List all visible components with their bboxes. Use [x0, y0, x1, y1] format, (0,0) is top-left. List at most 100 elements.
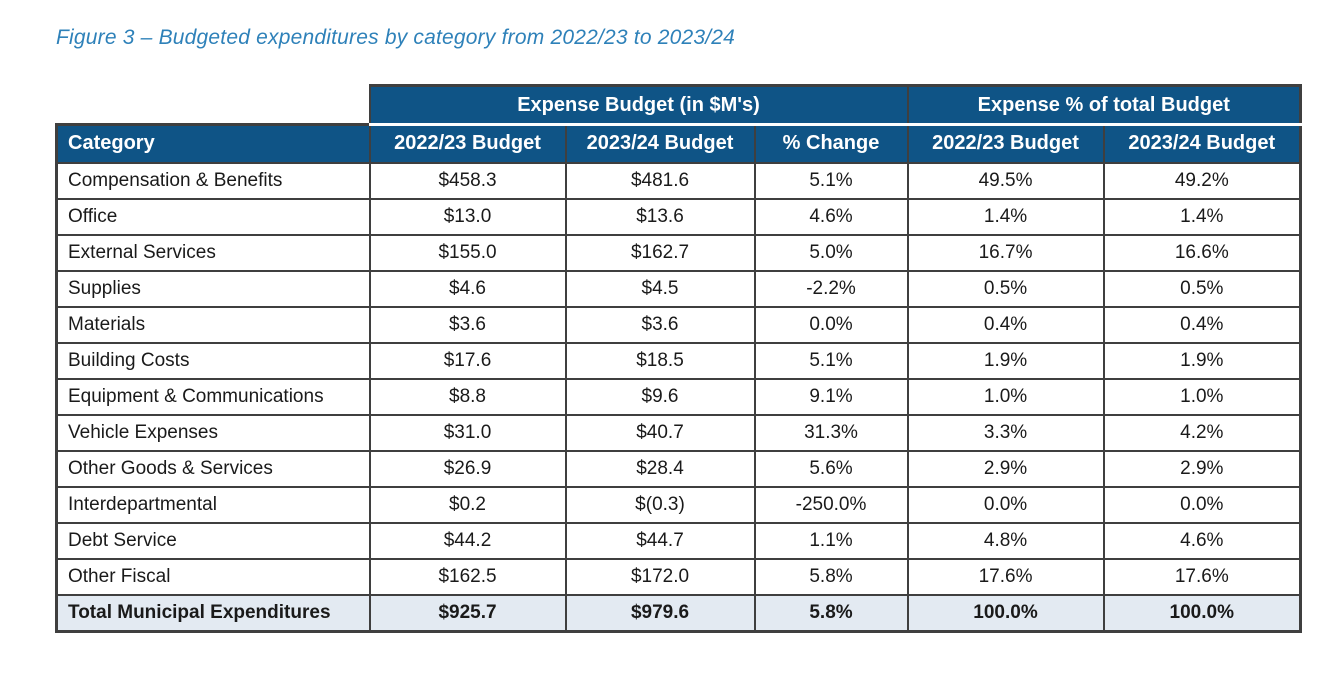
budget-2023-24-cell: $172.0: [564, 557, 756, 596]
pct-total-2023-24-cell: 4.6%: [1102, 521, 1303, 560]
pct-total-2022-23-cell: 3.3%: [906, 413, 1105, 452]
budget-2022-23-cell: $0.2: [368, 485, 567, 524]
pct-total-2022-23-cell: 0.0%: [906, 485, 1105, 524]
pct-total-2022-23-cell: 1.9%: [906, 341, 1105, 380]
pct-total-2022-23-cell: 49.5%: [906, 161, 1105, 200]
column-header-pct-total-2022-23: 2022/23 Budget: [906, 123, 1105, 164]
category-cell: Materials: [55, 305, 371, 344]
group-header-expense-budget: Expense Budget (in $M's): [368, 84, 909, 126]
pct-total-2023-24-cell: 0.5%: [1102, 269, 1303, 308]
category-cell: Building Costs: [55, 341, 371, 380]
budget-2022-23-cell: $44.2: [368, 521, 567, 560]
column-header-pct-total-2023-24: 2023/24 Budget: [1102, 123, 1303, 164]
pct-change-cell: 0.0%: [753, 305, 909, 344]
pct-change-cell: 4.6%: [753, 197, 909, 236]
pct-change-cell: 5.0%: [753, 233, 909, 272]
pct-total-2023-24-cell: 0.4%: [1102, 305, 1303, 344]
column-header-row: Category 2022/23 Budget 2023/24 Budget %…: [55, 123, 1303, 164]
category-cell: Compensation & Benefits: [55, 161, 371, 200]
budget-2022-23-cell: $155.0: [368, 233, 567, 272]
budget-2022-23-cell: $26.9: [368, 449, 567, 488]
total-pct-total-2023-24-cell: 100.0%: [1102, 593, 1303, 633]
column-header-budget-2023-24: 2023/24 Budget: [564, 123, 756, 164]
table-row: Compensation & Benefits $458.3 $481.6 5.…: [55, 161, 1303, 200]
category-cell: Other Fiscal: [55, 557, 371, 596]
table-row: Debt Service $44.2 $44.7 1.1% 4.8% 4.6%: [55, 521, 1303, 560]
budget-2023-24-cell: $(0.3): [564, 485, 756, 524]
budget-2023-24-cell: $18.5: [564, 341, 756, 380]
category-cell: External Services: [55, 233, 371, 272]
table-row: Other Fiscal $162.5 $172.0 5.8% 17.6% 17…: [55, 557, 1303, 596]
pct-total-2023-24-cell: 17.6%: [1102, 557, 1303, 596]
column-header-category: Category: [55, 123, 371, 164]
table-row: Materials $3.6 $3.6 0.0% 0.4% 0.4%: [55, 305, 1303, 344]
pct-change-cell: -250.0%: [753, 485, 909, 524]
total-row: Total Municipal Expenditures $925.7 $979…: [55, 593, 1303, 633]
table-row: Supplies $4.6 $4.5 -2.2% 0.5% 0.5%: [55, 269, 1303, 308]
budget-2022-23-cell: $8.8: [368, 377, 567, 416]
pct-total-2022-23-cell: 0.4%: [906, 305, 1105, 344]
category-cell: Supplies: [55, 269, 371, 308]
pct-total-2023-24-cell: 1.9%: [1102, 341, 1303, 380]
pct-total-2022-23-cell: 17.6%: [906, 557, 1105, 596]
category-cell: Equipment & Communications: [55, 377, 371, 416]
budget-2022-23-cell: $13.0: [368, 197, 567, 236]
pct-change-cell: 1.1%: [753, 521, 909, 560]
budget-2023-24-cell: $44.7: [564, 521, 756, 560]
pct-total-2023-24-cell: 49.2%: [1102, 161, 1303, 200]
pct-total-2022-23-cell: 4.8%: [906, 521, 1105, 560]
budget-2023-24-cell: $3.6: [564, 305, 756, 344]
pct-total-2023-24-cell: 16.6%: [1102, 233, 1303, 272]
pct-total-2023-24-cell: 4.2%: [1102, 413, 1303, 452]
header-spacer-cell: [56, 85, 370, 125]
table-row: Interdepartmental $0.2 $(0.3) -250.0% 0.…: [55, 485, 1303, 524]
category-cell: Office: [55, 197, 371, 236]
pct-change-cell: 5.8%: [753, 557, 909, 596]
table-row: Building Costs $17.6 $18.5 5.1% 1.9% 1.9…: [55, 341, 1303, 380]
category-cell: Vehicle Expenses: [55, 413, 371, 452]
pct-total-2022-23-cell: 16.7%: [906, 233, 1105, 272]
group-header-expense-pct-of-total: Expense % of total Budget: [906, 84, 1303, 126]
budget-2023-24-cell: $28.4: [564, 449, 756, 488]
pct-change-cell: 5.1%: [753, 341, 909, 380]
table-row: Vehicle Expenses $31.0 $40.7 31.3% 3.3% …: [55, 413, 1303, 452]
pct-total-2023-24-cell: 1.4%: [1102, 197, 1303, 236]
total-category-cell: Total Municipal Expenditures: [55, 593, 371, 633]
budget-2023-24-cell: $162.7: [564, 233, 756, 272]
budget-2022-23-cell: $458.3: [368, 161, 567, 200]
pct-change-cell: 5.6%: [753, 449, 909, 488]
budget-2022-23-cell: $162.5: [368, 557, 567, 596]
category-cell: Other Goods & Services: [55, 449, 371, 488]
budget-2023-24-cell: $9.6: [564, 377, 756, 416]
pct-total-2023-24-cell: 1.0%: [1102, 377, 1303, 416]
budget-2023-24-cell: $13.6: [564, 197, 756, 236]
page: Figure 3 – Budgeted expenditures by cate…: [0, 26, 1329, 633]
category-cell: Debt Service: [55, 521, 371, 560]
total-pct-total-2022-23-cell: 100.0%: [906, 593, 1105, 633]
table-row: Office $13.0 $13.6 4.6% 1.4% 1.4%: [55, 197, 1303, 236]
budget-2023-24-cell: $481.6: [564, 161, 756, 200]
pct-total-2023-24-cell: 0.0%: [1102, 485, 1303, 524]
pct-total-2023-24-cell: 2.9%: [1102, 449, 1303, 488]
pct-change-cell: -2.2%: [753, 269, 909, 308]
table-row: Other Goods & Services $26.9 $28.4 5.6% …: [55, 449, 1303, 488]
total-budget-2022-23-cell: $925.7: [368, 593, 567, 633]
pct-total-2022-23-cell: 1.0%: [906, 377, 1105, 416]
pct-change-cell: 31.3%: [753, 413, 909, 452]
budget-2023-24-cell: $4.5: [564, 269, 756, 308]
budget-2022-23-cell: $4.6: [368, 269, 567, 308]
budget-2022-23-cell: $31.0: [368, 413, 567, 452]
group-header-row: Expense Budget (in $M's) Expense % of to…: [56, 84, 1303, 126]
pct-total-2022-23-cell: 0.5%: [906, 269, 1105, 308]
column-header-budget-2022-23: 2022/23 Budget: [368, 123, 567, 164]
total-pct-change-cell: 5.8%: [753, 593, 909, 633]
pct-change-cell: 5.1%: [753, 161, 909, 200]
pct-change-cell: 9.1%: [753, 377, 909, 416]
total-budget-2023-24-cell: $979.6: [564, 593, 756, 633]
table-row: Equipment & Communications $8.8 $9.6 9.1…: [55, 377, 1303, 416]
figure-title: Figure 3 – Budgeted expenditures by cate…: [56, 26, 736, 49]
budget-2022-23-cell: $17.6: [368, 341, 567, 380]
budget-table: Expense Budget (in $M's) Expense % of to…: [55, 84, 1303, 633]
budget-2023-24-cell: $40.7: [564, 413, 756, 452]
budget-2022-23-cell: $3.6: [368, 305, 567, 344]
